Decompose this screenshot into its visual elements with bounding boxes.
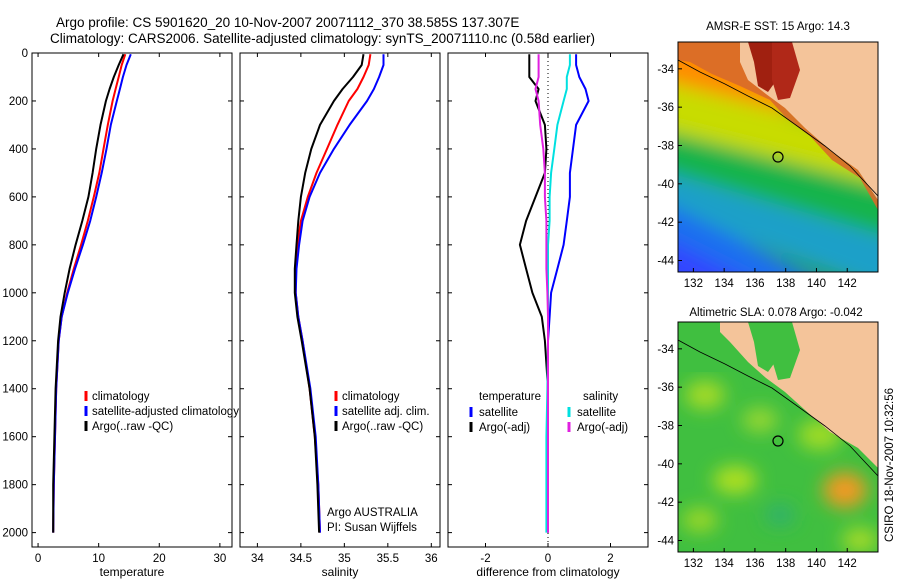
map-xtick-label: 140 [807, 278, 826, 290]
figure-title-line1: Argo profile: CS 5901620_20 10-Nov-2007 … [56, 15, 519, 30]
salinity-legend-label: Argo(..raw -QC) [342, 421, 423, 433]
depth-tick-label: 400 [9, 144, 28, 156]
difference-series-line-3 [534, 54, 549, 533]
depth-tick-label: 600 [9, 192, 28, 204]
difference-xtick-label: 2 [607, 553, 613, 565]
sla-argo-marker [772, 435, 784, 447]
map-xtick-label: 136 [745, 558, 764, 570]
salinity-xtick-label: 34.5 [290, 553, 312, 565]
depth-tick-label: 1200 [2, 336, 28, 348]
sst-map-ticks: 132 134 136 138 140 142 -34 -36 -38 -40 -42 -44 [657, 64, 856, 290]
difference-legend-heading: temperature [479, 391, 541, 403]
depth-tick-label: 200 [9, 96, 28, 108]
temperature-series-line-2 [52, 53, 125, 533]
map-ytick-label: -34 [657, 64, 674, 76]
map-ytick-label: -36 [657, 102, 674, 114]
difference-legend-label: Argo(-adj) [577, 422, 628, 434]
difference-xtick-label: 0 [545, 553, 551, 565]
map-xtick-label: 132 [684, 558, 703, 570]
depth-tick-label: 1400 [2, 384, 28, 396]
sst-map-frame [677, 41, 879, 273]
temperature-profile-panel: 0 10 20 30 0 200 400 600 800 1000 1200 1400 1600 1800… [2, 48, 239, 579]
map-xtick-label: 142 [838, 278, 857, 290]
map-xtick-label: 134 [715, 558, 735, 570]
map-ytick-label: -42 [657, 497, 674, 509]
map-xtick-label: 134 [715, 278, 735, 290]
temperature-xtick-label: 30 [213, 553, 226, 565]
sst-map-panel: AMSR-E SST: 15 Argo: 14.3 132 134 136 138 14… [657, 21, 879, 290]
temperature-xtick-label: 10 [92, 553, 105, 565]
map-ytick-label: -40 [657, 459, 674, 471]
salinity-legend-label: climatology [342, 391, 400, 403]
salinity-xaxis-label: salinity [322, 565, 359, 579]
salinity-axes-frame [239, 52, 441, 548]
map-ytick-label: -38 [657, 141, 674, 153]
map-ytick-label: -36 [657, 382, 674, 394]
map-ytick-label: -38 [657, 421, 674, 433]
temperature-xaxis-label: temperature [100, 565, 165, 579]
temperature-xtick-label: 20 [153, 553, 166, 565]
temperature-legend-label: climatology [92, 391, 150, 403]
figure-title-line2: Climatology: CARS2006. Satellite-adjuste… [50, 31, 595, 46]
salinity-xtick-label: 35.5 [377, 553, 399, 565]
sla-spencer-gulf [772, 322, 800, 380]
sla-map-frame [677, 321, 879, 553]
map-xtick-label: 136 [745, 278, 764, 290]
difference-xtick-label: -2 [480, 553, 490, 565]
difference-xaxis-label: difference from climatology [476, 565, 619, 579]
salinity-annotation: PI: Susan Wijffels [327, 522, 417, 534]
map-ytick-label: -34 [657, 344, 674, 356]
salinity-xtick-label: 34 [251, 553, 264, 565]
difference-legend-label: satellite [479, 407, 518, 419]
map-xtick-label: 138 [776, 558, 795, 570]
sla-contour-line [678, 339, 878, 477]
depth-tick-label: 0 [22, 48, 28, 60]
salinity-annotation: Argo AUSTRALIA [327, 507, 418, 519]
difference-legend-label: Argo(-adj) [479, 422, 530, 434]
depth-tick-label: 800 [9, 240, 28, 252]
difference-legend-heading: salinity [583, 391, 618, 403]
map-ytick-label: -44 [657, 536, 674, 548]
sst-argo-marker [772, 151, 784, 163]
temperature-xtick-label: 0 [35, 553, 41, 565]
temperature-legend-label: Argo(..raw -QC) [92, 421, 173, 433]
depth-tick-label: 2000 [2, 528, 28, 540]
map-ytick-label: -42 [657, 217, 674, 229]
depth-tick-label: 1800 [2, 480, 28, 492]
temperature-legend-label: satellite-adjusted climatology [92, 406, 239, 418]
side-caption: CSIRO 18-Nov-2007 10:32:56 [884, 388, 896, 542]
salinity-legend-label: satellite adj. clim. [342, 406, 430, 418]
sla-map-panel: Altimetric SLA: 0.078 Argo: -0.042 132 13… [657, 307, 879, 570]
temperature-axes-frame [31, 52, 233, 548]
map-ytick-label: -44 [657, 256, 674, 268]
salinity-series-line-2 [293, 54, 365, 533]
salinity-xtick-label: 36 [425, 553, 438, 565]
depth-tick-label: 1000 [2, 288, 28, 300]
sla-map-ticks: 132 134 136 138 140 142 -34 -36 -38 -40 -42 -44 [657, 344, 856, 570]
difference-legend-label: satellite [577, 407, 616, 419]
map-xtick-label: 142 [838, 558, 857, 570]
sst-contour-line [678, 59, 878, 197]
map-xtick-label: 132 [684, 278, 703, 290]
map-xtick-label: 138 [776, 278, 795, 290]
salinity-profile-panel: 34 34.5 35 35.5 36 salinity climatology satelli… [239, 52, 441, 579]
salinity-xtick-label: 35 [338, 553, 351, 565]
sla-map-title: Altimetric SLA: 0.078 Argo: -0.042 [689, 307, 862, 319]
sst-map-title: AMSR-E SST: 15 Argo: 14.3 [706, 21, 850, 33]
map-xtick-label: 140 [807, 558, 826, 570]
map-ytick-label: -40 [657, 179, 674, 191]
sst-spencer-gulf [772, 42, 800, 100]
depth-tick-label: 1600 [2, 432, 28, 444]
